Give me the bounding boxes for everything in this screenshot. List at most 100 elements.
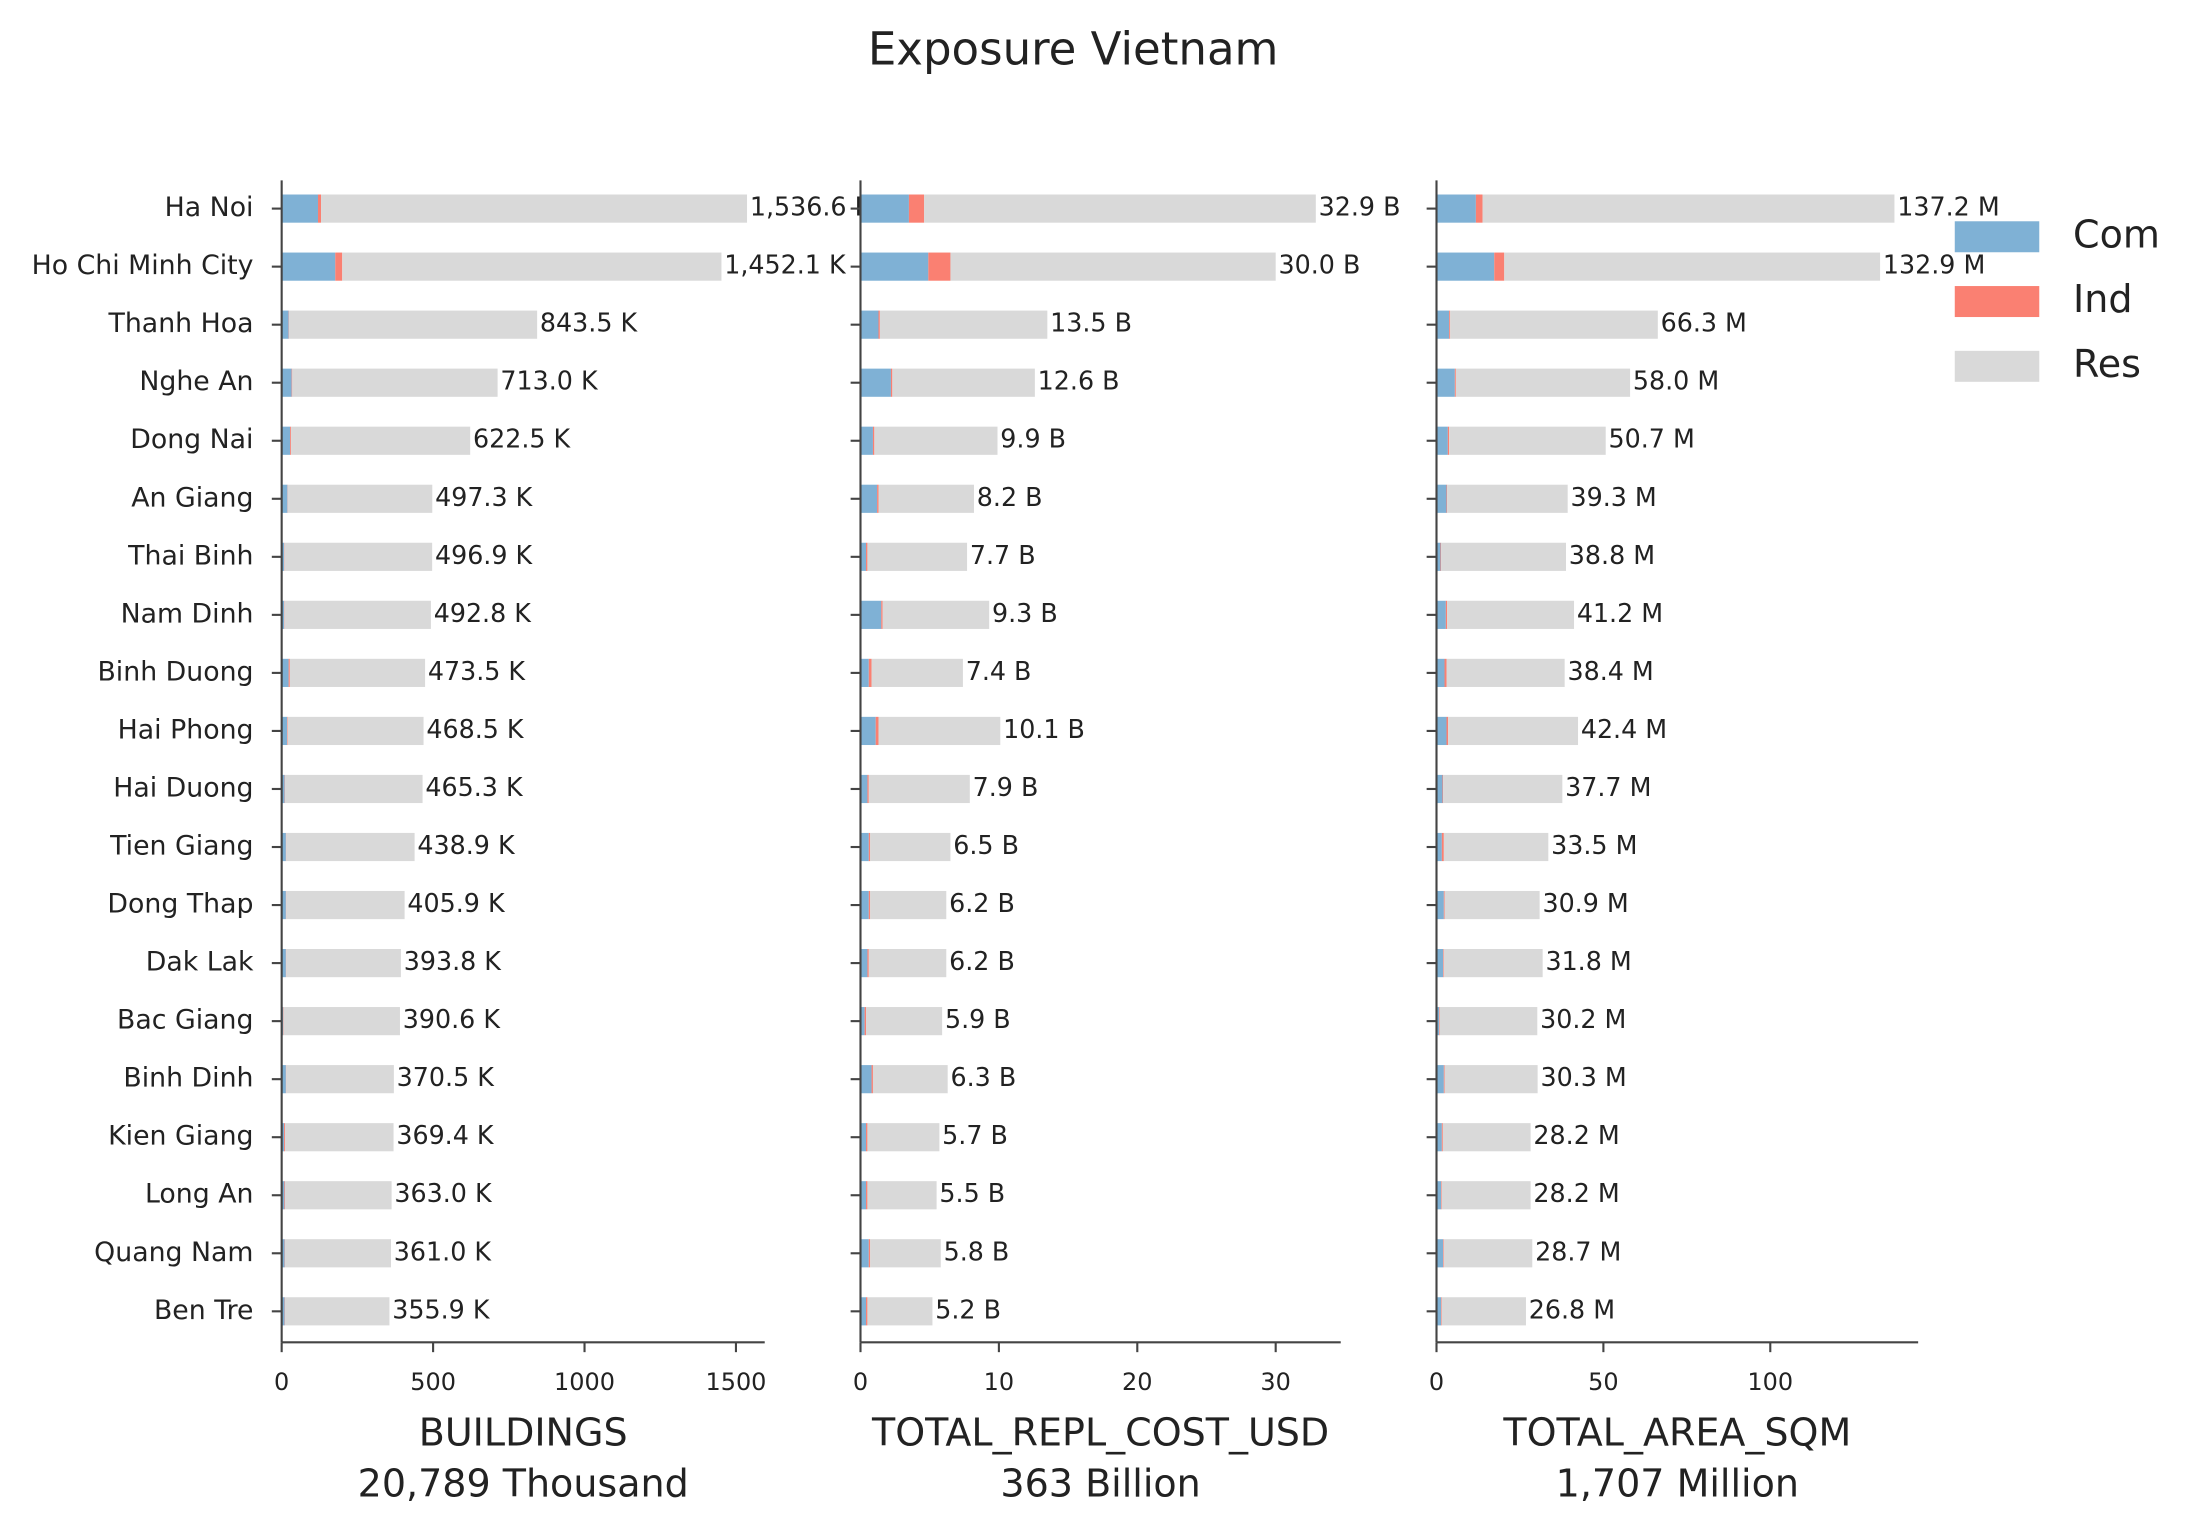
bar-segment bbox=[867, 1181, 937, 1210]
y-tick-label: Dong Nai bbox=[130, 424, 253, 455]
y-tick-label: Binh Dinh bbox=[123, 1063, 253, 1094]
y-tick-label: Hai Phong bbox=[118, 714, 254, 745]
bar-segment bbox=[281, 1181, 285, 1210]
bar-segment bbox=[1436, 194, 1476, 223]
bar-segment bbox=[281, 1065, 286, 1094]
bar-segment bbox=[1448, 716, 1579, 746]
bar-segment bbox=[281, 1123, 285, 1152]
bar-segment bbox=[1444, 1065, 1538, 1094]
chart-title: Exposure Vietnam bbox=[868, 22, 1279, 75]
bar-segment bbox=[284, 774, 423, 804]
bar-segment bbox=[1439, 1007, 1440, 1036]
legend-swatch bbox=[1954, 221, 2040, 253]
total-label: 5.5 B bbox=[939, 1178, 1005, 1208]
y-tick-label: Bac Giang bbox=[117, 1005, 253, 1036]
bar-segment bbox=[1436, 1297, 1442, 1326]
total-label: 10.1 B bbox=[1003, 714, 1085, 744]
bar-segment bbox=[1443, 890, 1445, 920]
bar-segment bbox=[1436, 658, 1445, 687]
bar-segment bbox=[878, 310, 880, 339]
bar-segment bbox=[1439, 1007, 1538, 1036]
bar-segment bbox=[286, 832, 415, 862]
total-label: 363.0 K bbox=[394, 1178, 493, 1208]
y-tick-label: Hai Duong bbox=[113, 772, 253, 803]
bar-segment bbox=[1441, 832, 1444, 862]
bar-segment bbox=[1443, 1239, 1533, 1268]
bar-segment bbox=[868, 832, 871, 862]
bar-segment bbox=[860, 716, 876, 746]
bar-segment bbox=[1446, 484, 1448, 513]
bar-segment bbox=[284, 1181, 392, 1210]
bar-segment bbox=[281, 832, 286, 862]
bar-segment bbox=[1475, 194, 1483, 223]
bar-segment bbox=[1494, 252, 1505, 281]
bar-segment bbox=[864, 1007, 867, 1036]
x-tick-label: 500 bbox=[410, 1368, 456, 1396]
bar-segment bbox=[860, 600, 882, 629]
total-label: 468.5 K bbox=[426, 714, 525, 744]
total-label: 355.9 K bbox=[392, 1294, 491, 1324]
bar-segment bbox=[281, 252, 336, 281]
total-label: 30.3 M bbox=[1540, 1062, 1626, 1092]
bar-segment bbox=[1436, 716, 1447, 746]
bar-segment bbox=[1436, 484, 1447, 513]
legend-label: Res bbox=[2073, 342, 2141, 386]
total-label: 58.0 M bbox=[1633, 366, 1719, 396]
total-label: 30.9 M bbox=[1542, 888, 1628, 918]
bar-segment bbox=[868, 1239, 871, 1268]
bar-segment bbox=[866, 542, 868, 571]
y-tick-label: Dong Thap bbox=[107, 889, 253, 920]
bar-segment bbox=[1444, 890, 1540, 920]
bar-segment bbox=[860, 949, 868, 978]
bar-segment bbox=[868, 774, 970, 804]
y-tick-label: Binh Duong bbox=[97, 656, 253, 687]
x-tick-label: 30 bbox=[1260, 1368, 1290, 1396]
bar-segment bbox=[281, 774, 285, 804]
total-label: 38.8 M bbox=[1569, 540, 1655, 570]
bar-segment bbox=[874, 426, 998, 455]
total-label: 28.2 M bbox=[1533, 1120, 1619, 1150]
bar-segment bbox=[1436, 949, 1444, 978]
total-label: 1,452.1 K bbox=[724, 250, 847, 280]
total-label: 5.2 B bbox=[935, 1294, 1001, 1324]
bar-segment bbox=[288, 658, 290, 687]
y-tick-label: Nghe An bbox=[139, 366, 253, 397]
bar-segment bbox=[868, 949, 947, 978]
bar-segment bbox=[860, 310, 879, 339]
bar-segment bbox=[1443, 774, 1563, 804]
bar-segment bbox=[866, 1297, 868, 1326]
bar-segment bbox=[870, 832, 951, 862]
x-tick-label: 20 bbox=[1122, 1368, 1152, 1396]
bar-segment bbox=[878, 484, 974, 513]
bar-segment bbox=[950, 252, 1276, 281]
bar-segment bbox=[1436, 542, 1441, 571]
bar-segment bbox=[868, 890, 871, 920]
total-label: 5.8 B bbox=[944, 1236, 1010, 1266]
bar-segment bbox=[1447, 426, 1450, 455]
legend-swatch bbox=[1954, 286, 2040, 318]
total-label: 26.8 M bbox=[1529, 1294, 1615, 1324]
bar-segment bbox=[342, 252, 722, 281]
bar-segment bbox=[284, 600, 431, 629]
bar-segment bbox=[860, 542, 867, 571]
bar-segment bbox=[1504, 252, 1881, 281]
total-label: 843.5 K bbox=[540, 308, 639, 338]
bar-segment bbox=[281, 542, 285, 571]
bar-segment bbox=[877, 484, 879, 513]
bar-segment bbox=[1436, 1181, 1442, 1210]
bar-segment bbox=[870, 1239, 941, 1268]
bar-segment bbox=[283, 1007, 400, 1036]
bar-segment bbox=[867, 1297, 933, 1326]
bar-segment bbox=[1436, 1239, 1444, 1268]
x-axis-subtitle: 1,707 Million bbox=[1556, 1461, 1799, 1505]
total-label: 13.5 B bbox=[1050, 308, 1132, 338]
bar-segment bbox=[291, 426, 471, 455]
bar-segment bbox=[281, 890, 286, 920]
y-tick-label: Dak Lak bbox=[146, 947, 254, 978]
bar-segment bbox=[1442, 774, 1444, 804]
bar-segment bbox=[286, 949, 401, 978]
total-label: 1,536.6 K bbox=[750, 192, 873, 222]
bar-segment bbox=[890, 368, 893, 397]
total-label: 5.9 B bbox=[945, 1004, 1011, 1034]
